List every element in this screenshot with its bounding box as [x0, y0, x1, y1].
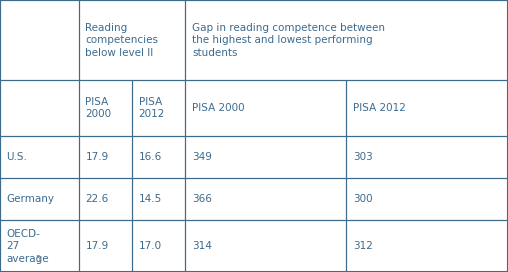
Bar [79, 136, 132, 178]
Bar [0, 0, 79, 80]
Text: PISA
2000: PISA 2000 [85, 97, 111, 119]
Text: PISA
2012: PISA 2012 [139, 97, 165, 119]
Text: 22.6: 22.6 [85, 194, 109, 204]
Text: 16.6: 16.6 [139, 152, 162, 162]
Bar [185, 136, 346, 178]
Text: PISA 2000: PISA 2000 [192, 103, 245, 113]
Bar [185, 0, 508, 80]
Bar [0, 136, 79, 178]
Text: 366: 366 [192, 194, 212, 204]
Text: 5: 5 [35, 255, 40, 264]
Text: PISA 2012: PISA 2012 [353, 103, 406, 113]
Text: U.S.: U.S. [7, 152, 27, 162]
Bar [0, 220, 79, 272]
Bar [0, 178, 79, 220]
Bar [0, 80, 79, 136]
Bar [132, 80, 185, 136]
Bar [185, 220, 346, 272]
Text: Germany: Germany [7, 194, 54, 204]
Text: 314: 314 [192, 241, 212, 251]
Text: 300: 300 [353, 194, 373, 204]
Bar [132, 136, 185, 178]
Text: OECD-
27
average: OECD- 27 average [7, 229, 49, 264]
Text: 349: 349 [192, 152, 212, 162]
Bar [185, 80, 346, 136]
Bar [79, 178, 132, 220]
Bar [346, 80, 508, 136]
Text: 17.0: 17.0 [139, 241, 162, 251]
Text: 17.9: 17.9 [85, 152, 109, 162]
Text: 312: 312 [353, 241, 373, 251]
Bar [132, 220, 185, 272]
Bar [79, 0, 185, 80]
Text: 303: 303 [353, 152, 373, 162]
Bar [79, 80, 132, 136]
Text: Gap in reading competence between
the highest and lowest performing
students: Gap in reading competence between the hi… [192, 23, 385, 57]
Bar [346, 220, 508, 272]
Bar [346, 136, 508, 178]
Bar [79, 220, 132, 272]
Bar [132, 178, 185, 220]
Text: 14.5: 14.5 [139, 194, 162, 204]
Bar [346, 178, 508, 220]
Text: 17.9: 17.9 [85, 241, 109, 251]
Text: Reading
competencies
below level II: Reading competencies below level II [85, 23, 158, 57]
Bar [185, 178, 346, 220]
